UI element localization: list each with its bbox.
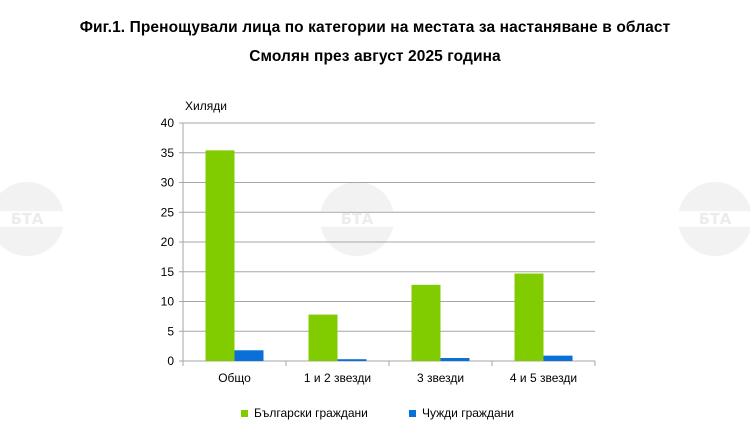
y-tick-label: 10 — [161, 295, 175, 309]
bar-chart: 0 5 10 15 20 25 30 35 40 Хиляди Общо 1 и 2 звезди 3 … — [161, 99, 596, 385]
chart-legend: Български граждани Чужди граждани — [0, 406, 750, 424]
bar-foreign-0 — [234, 350, 264, 361]
legend-swatch-foreign — [409, 409, 416, 417]
x-tick-label: 3 звезди — [417, 371, 464, 385]
bar-foreign-2 — [440, 358, 470, 361]
y-tick-label: 20 — [161, 235, 175, 249]
x-tick-label: 4 и 5 звезди — [510, 371, 577, 385]
svg-text:БТА: БТА — [11, 211, 44, 228]
y-tick-label: 35 — [161, 146, 175, 160]
bta-watermark-logo-left: БТА — [0, 173, 66, 265]
bar-bulgarian-2 — [411, 284, 441, 361]
legend-label-bulgarian: Български граждани — [254, 406, 368, 420]
bar-foreign-3 — [543, 355, 573, 361]
bta-watermark-logo-center: БТА — [318, 173, 396, 265]
svg-text:БТА: БТА — [699, 211, 732, 228]
y-tick-label: 30 — [161, 176, 175, 190]
y-tick-label: 15 — [161, 265, 175, 279]
y-tick-label: 0 — [167, 354, 174, 368]
y-tick-label: 40 — [161, 116, 175, 130]
bar-foreign-1 — [337, 359, 367, 361]
chart-title-line-2: Смолян през август 2025 година — [249, 48, 501, 65]
x-tick-label: Общо — [218, 371, 251, 385]
bar-bulgarian-0 — [205, 150, 235, 361]
y-tick-label: 25 — [161, 205, 175, 219]
svg-text:БТА: БТА — [341, 211, 374, 228]
x-tick-label: 1 и 2 звезди — [304, 371, 371, 385]
y-tick-label: 5 — [167, 324, 174, 338]
bar-bulgarian-1 — [308, 314, 338, 361]
bar-bulgarian-3 — [514, 273, 544, 361]
chart-title-line-1: Фиг.1. Пренощували лица по категории на … — [79, 19, 671, 36]
legend-item-bulgarian: Български граждани — [241, 406, 368, 420]
legend-label-foreign: Чужди граждани — [422, 406, 514, 420]
legend-item-foreign: Чужди граждани — [409, 406, 514, 420]
y-axis-label: Хиляди — [185, 99, 227, 113]
legend-swatch-bulgarian — [241, 409, 248, 417]
bta-watermark-logo-right: БТА — [676, 173, 750, 265]
